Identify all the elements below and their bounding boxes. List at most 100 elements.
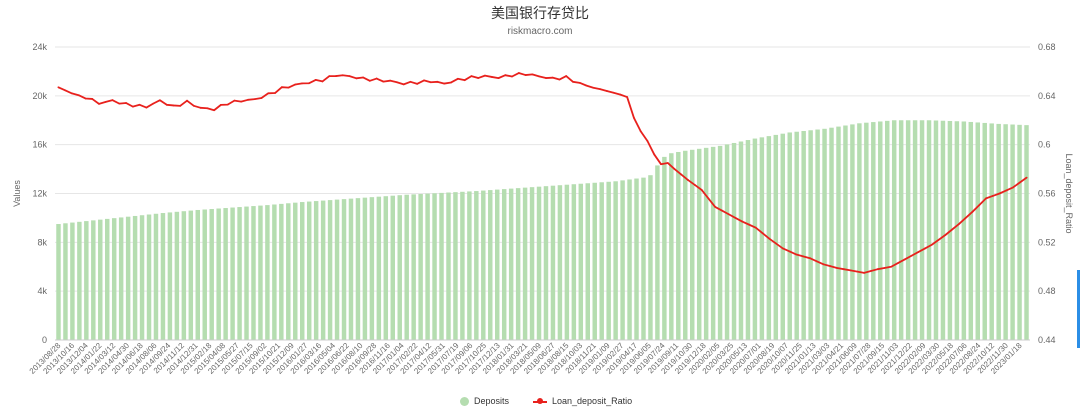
ratio-point[interactable] <box>998 192 1001 195</box>
ratio-point[interactable] <box>538 75 541 78</box>
ratio-point[interactable] <box>186 99 188 102</box>
deposit-bar[interactable] <box>731 142 737 340</box>
deposit-bar[interactable] <box>146 214 152 341</box>
deposit-bar[interactable] <box>230 207 235 340</box>
deposit-bar[interactable] <box>871 122 876 340</box>
deposit-bar[interactable] <box>84 221 89 340</box>
deposit-bar[interactable] <box>543 186 549 340</box>
ratio-point[interactable] <box>321 80 324 83</box>
ratio-point[interactable] <box>382 80 385 83</box>
deposit-bar[interactable] <box>578 183 584 340</box>
ratio-point[interactable] <box>226 103 229 106</box>
ratio-point[interactable] <box>308 82 310 85</box>
ratio-point[interactable] <box>910 254 913 257</box>
deposit-bar[interactable] <box>139 215 145 340</box>
ratio-point[interactable] <box>192 104 195 107</box>
deposit-bar[interactable] <box>564 184 570 340</box>
deposit-bar[interactable] <box>676 151 681 340</box>
ratio-point[interactable] <box>125 102 127 104</box>
ratio-point[interactable] <box>917 251 920 254</box>
ratio-point[interactable] <box>612 91 615 94</box>
deposit-bar[interactable] <box>362 197 368 340</box>
ratio-point[interactable] <box>247 98 249 101</box>
ratio-point[interactable] <box>585 84 588 87</box>
ratio-point[interactable] <box>809 257 811 260</box>
deposit-bar[interactable] <box>822 128 827 340</box>
deposit-bar[interactable] <box>690 149 695 340</box>
ratio-point[interactable] <box>673 168 676 170</box>
deposit-bar[interactable] <box>529 187 535 340</box>
ratio-point[interactable] <box>294 83 297 86</box>
deposit-bar[interactable] <box>627 179 632 340</box>
deposit-bar[interactable] <box>710 146 716 340</box>
deposit-bar[interactable] <box>327 200 333 340</box>
ratio-point[interactable] <box>104 100 107 103</box>
ratio-point[interactable] <box>71 92 73 95</box>
ratio-point[interactable] <box>253 98 256 101</box>
ratio-point[interactable] <box>504 74 507 77</box>
deposit-bar[interactable] <box>341 199 347 340</box>
deposit-bar[interactable] <box>474 191 479 340</box>
ratio-point[interactable] <box>429 81 432 84</box>
ratio-point[interactable] <box>111 99 114 102</box>
ratio-point[interactable] <box>842 268 845 271</box>
deposit-bar[interactable] <box>613 181 618 340</box>
deposit-bar[interactable] <box>926 120 932 340</box>
ratio-point[interactable] <box>761 232 764 235</box>
deposit-bar[interactable] <box>481 190 486 340</box>
ratio-point[interactable] <box>416 82 419 85</box>
ratio-point[interactable] <box>199 106 202 109</box>
deposit-bar[interactable] <box>132 215 138 340</box>
ratio-point[interactable] <box>639 130 642 133</box>
ratio-point[interactable] <box>213 109 216 112</box>
deposit-bar[interactable] <box>655 165 660 340</box>
deposit-bar[interactable] <box>968 121 974 341</box>
deposit-bar[interactable] <box>446 192 451 340</box>
ratio-point[interactable] <box>267 92 270 95</box>
deposit-bar[interactable] <box>397 195 402 340</box>
ratio-point[interactable] <box>565 75 568 77</box>
ratio-point[interactable] <box>484 74 486 77</box>
ratio-point[interactable] <box>578 81 581 84</box>
deposit-bar[interactable] <box>982 122 987 340</box>
ratio-point[interactable] <box>754 226 757 229</box>
ratio-point[interactable] <box>985 197 987 200</box>
ratio-point[interactable] <box>118 102 121 105</box>
deposit-bar[interactable] <box>1010 124 1015 341</box>
deposit-bar[interactable] <box>975 122 980 340</box>
deposit-bar[interactable] <box>738 141 744 340</box>
deposit-bar[interactable] <box>453 192 458 340</box>
deposit-bar[interactable] <box>961 121 967 340</box>
deposit-bar[interactable] <box>606 181 611 340</box>
ratio-point[interactable] <box>903 258 906 261</box>
ratio-point[interactable] <box>856 270 859 273</box>
deposit-bar[interactable] <box>759 137 765 340</box>
ratio-point[interactable] <box>233 99 236 102</box>
deposit-bar[interactable] <box>56 224 61 340</box>
deposit-bar[interactable] <box>794 131 799 340</box>
deposit-bar[interactable] <box>286 203 291 340</box>
deposit-bar[interactable] <box>585 183 590 340</box>
deposit-bar[interactable] <box>773 134 779 340</box>
deposit-bar[interactable] <box>153 213 159 340</box>
deposit-bar[interactable] <box>808 130 813 340</box>
ratio-point[interactable] <box>1018 181 1021 184</box>
ratio-point[interactable] <box>511 75 513 78</box>
deposit-bar[interactable] <box>313 201 319 340</box>
ratio-point[interactable] <box>822 263 825 266</box>
deposit-bar[interactable] <box>885 120 890 340</box>
ratio-point[interactable] <box>815 260 818 263</box>
deposit-bar[interactable] <box>223 208 228 340</box>
ratio-point[interactable] <box>849 269 852 272</box>
ratio-point[interactable] <box>240 100 243 103</box>
deposit-bar[interactable] <box>850 124 855 341</box>
ratio-point[interactable] <box>700 188 703 191</box>
deposit-bar[interactable] <box>251 206 256 340</box>
ratio-point[interactable] <box>951 228 954 231</box>
deposit-bar[interactable] <box>780 133 785 340</box>
ratio-point[interactable] <box>633 116 635 119</box>
ratio-point[interactable] <box>206 107 209 110</box>
ratio-point[interactable] <box>77 94 80 97</box>
ratio-point[interactable] <box>1012 186 1014 189</box>
deposit-bar[interactable] <box>703 147 709 340</box>
